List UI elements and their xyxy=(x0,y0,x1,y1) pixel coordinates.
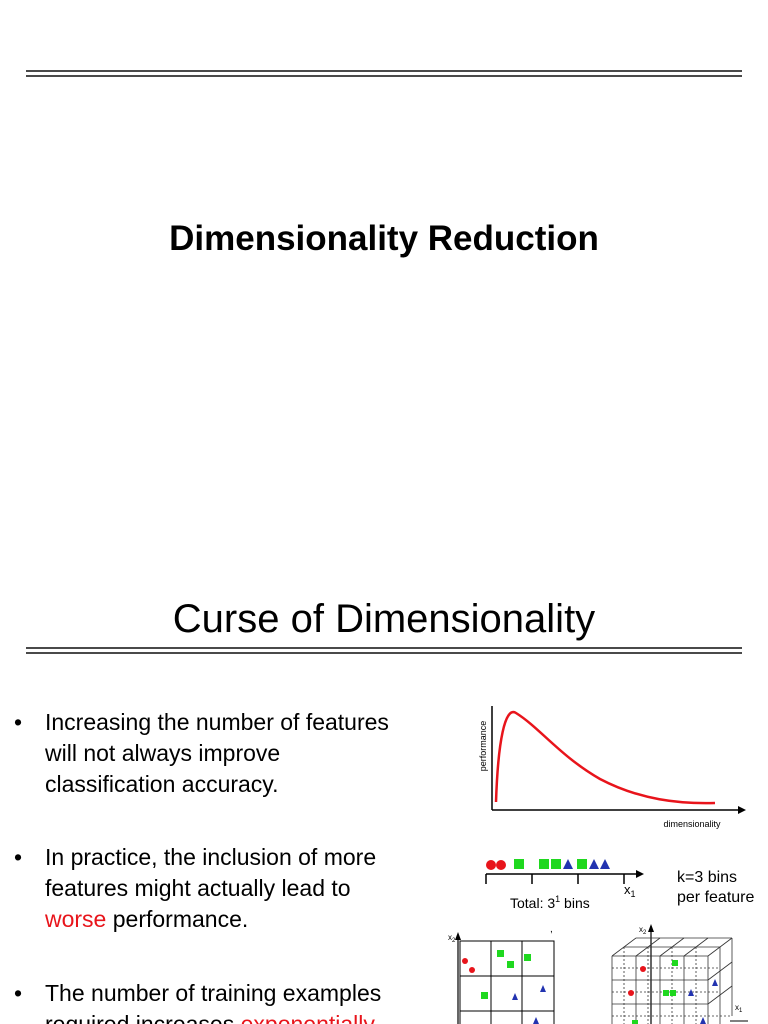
grid-line xyxy=(707,961,733,981)
blue-triangle xyxy=(600,859,610,869)
blue-triangle xyxy=(563,859,573,869)
green-square xyxy=(539,859,549,869)
grid-2d-diagram: x2 , xyxy=(448,924,555,1024)
diagrams-layer: performance dimensionality x1 Total: 31 … xyxy=(448,706,754,1024)
x-axis-arrow xyxy=(738,806,746,814)
slide-title: Dimensionality Reduction xyxy=(169,219,599,258)
bullet-line: In practice, the inclusion of more xyxy=(45,844,377,870)
performance-plot: performance dimensionality xyxy=(478,706,746,829)
green-square xyxy=(507,961,514,968)
green-square xyxy=(551,859,561,869)
blue-triangle xyxy=(589,859,599,869)
grid3d-axis-label-right: x1 xyxy=(735,1003,743,1014)
bullet-line: will not always improve xyxy=(45,740,281,766)
bullet-line: classification accuracy. xyxy=(45,771,279,797)
green-square xyxy=(672,960,678,966)
red-circle xyxy=(469,967,475,973)
performance-curve xyxy=(494,710,716,805)
green-square xyxy=(514,859,524,869)
blue-triangle xyxy=(700,1017,706,1024)
green-square xyxy=(663,990,669,996)
red-circle xyxy=(640,966,646,972)
z-axis-arrow xyxy=(648,924,654,932)
red-circle xyxy=(628,990,634,996)
header-rule xyxy=(26,70,742,78)
y-axis-label: performance xyxy=(478,721,488,772)
red-circle xyxy=(462,958,468,964)
bins-side-label: per feature xyxy=(677,889,754,906)
grid2d-axis-label: x2 xyxy=(448,933,456,944)
green-square xyxy=(577,859,587,869)
highlight-text: worse xyxy=(45,906,107,932)
red-circle xyxy=(486,860,496,870)
green-square xyxy=(670,990,676,996)
bins-1d-diagram: x1 Total: 31 bins k=3 bins per feature xyxy=(485,859,754,911)
green-square xyxy=(524,954,531,961)
bullet-dot: • xyxy=(14,844,23,870)
title-slide: Dimensionality Reduction xyxy=(26,70,742,258)
bullet-line: features might actually lead to xyxy=(45,875,351,901)
bins-axis-label: x1 xyxy=(624,882,636,899)
grid-3d-diagram: x2 x1 xyxy=(611,924,748,1024)
green-square xyxy=(481,992,488,999)
bins-side-label: k=3 bins xyxy=(677,869,737,886)
bullet-line: required increases exponentially xyxy=(45,1009,445,1024)
x-axis-label: dimensionality xyxy=(663,819,721,829)
header-rule xyxy=(26,647,742,655)
bins-axis-arrow xyxy=(636,870,644,878)
bullet-text: required increases xyxy=(45,1011,241,1024)
blue-triangle xyxy=(712,979,718,986)
green-square xyxy=(632,1020,638,1024)
bullet-line: Increasing the number of features xyxy=(45,709,389,735)
highlight-text: exponentially xyxy=(240,1011,375,1024)
grid-line xyxy=(707,985,733,1005)
tick-mark: , xyxy=(550,924,553,935)
bullet-line: worse performance. xyxy=(45,904,445,935)
blue-triangle xyxy=(688,989,694,996)
content-slide: Curse of Dimensionality • Increasing the… xyxy=(0,576,768,1024)
bullet-dot: • xyxy=(14,980,23,1006)
red-circle xyxy=(496,860,506,870)
bins-total-label: Total: 31 bins xyxy=(510,894,590,911)
grid-border xyxy=(459,940,555,1024)
green-square xyxy=(497,950,504,957)
y-axis-arrow xyxy=(455,932,461,940)
bullet-line: The number of training examples xyxy=(45,980,382,1006)
blue-triangle xyxy=(533,1017,539,1024)
bullet-dot: • xyxy=(14,709,23,735)
bullet-text-tail: performance. xyxy=(106,906,249,932)
blue-triangle xyxy=(512,993,518,1000)
blue-triangle xyxy=(540,985,546,992)
grid3d-axis-label-top: x2 xyxy=(639,925,647,936)
slide-title: Curse of Dimensionality xyxy=(172,597,596,641)
